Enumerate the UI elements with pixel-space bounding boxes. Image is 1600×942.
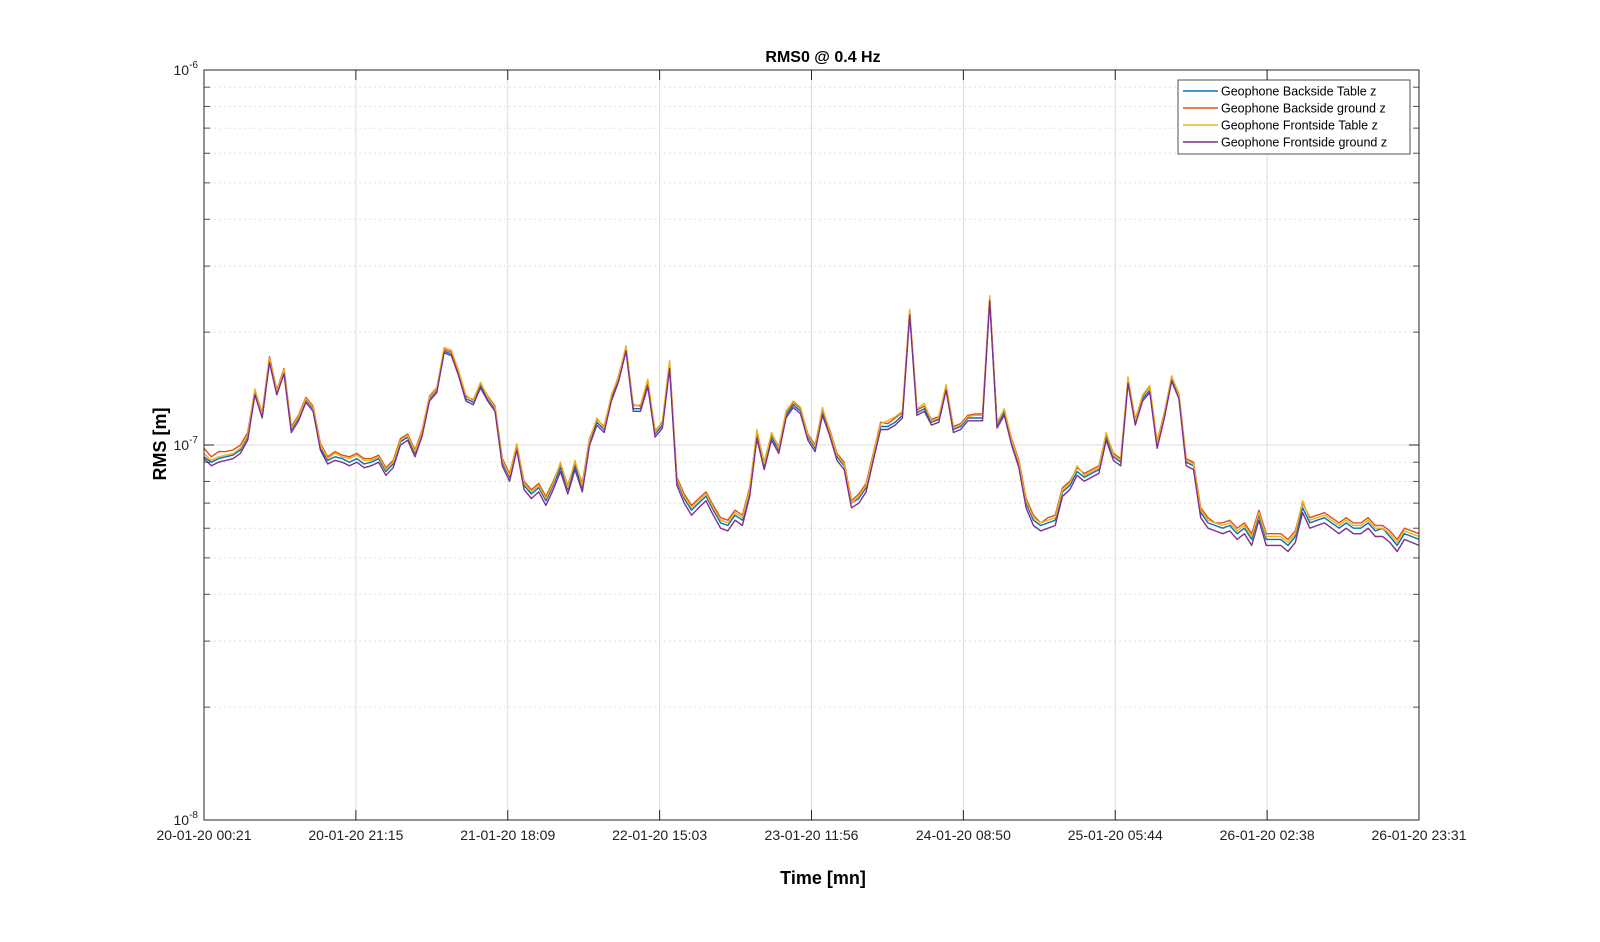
legend-entry: Geophone Frontside Table z (1221, 119, 1378, 133)
series-line (203, 300, 1420, 553)
x-tick-label: 24-01-20 08:50 (916, 827, 1011, 843)
legend-entry: Geophone Backside ground z (1221, 102, 1386, 116)
series-line (203, 298, 1420, 547)
chart-title: RMS0 @ 0.4 Hz (765, 49, 880, 66)
x-tick-label: 20-01-20 00:21 (157, 827, 252, 843)
x-tick-label: 26-01-20 02:38 (1220, 827, 1315, 843)
x-tick-label: 26-01-20 23:31 (1372, 827, 1467, 843)
series-line (203, 295, 1420, 544)
axes: 10-8 10-7 10-6 20-01-20 00:21 20-01-20 21:15… (157, 60, 1467, 843)
y-tick-label: 10-8 (174, 810, 199, 828)
y-axis-label: RMS [m] (150, 408, 170, 481)
legend-entry: Geophone Frontside ground z (1221, 136, 1387, 150)
plot-frame (203, 69, 1420, 821)
x-tick-label: 23-01-20 11:56 (765, 827, 859, 843)
x-axis-label: Time [mn] (780, 868, 866, 888)
x-tick-label: 21-01-20 18:09 (460, 827, 555, 843)
y-tick-label: 10-7 (174, 435, 199, 453)
x-tick-label: 25-01-20 05:44 (1068, 827, 1163, 843)
x-tick-label: 20-01-20 21:15 (308, 827, 403, 843)
legend-entry: Geophone Backside Table z (1221, 85, 1376, 99)
series-lines (203, 295, 1420, 553)
y-tick-label: 10-6 (174, 60, 199, 78)
x-tick-label: 22-01-20 15:03 (612, 827, 707, 843)
legend: Geophone Backside Table z Geophone Backsi… (1177, 79, 1411, 155)
